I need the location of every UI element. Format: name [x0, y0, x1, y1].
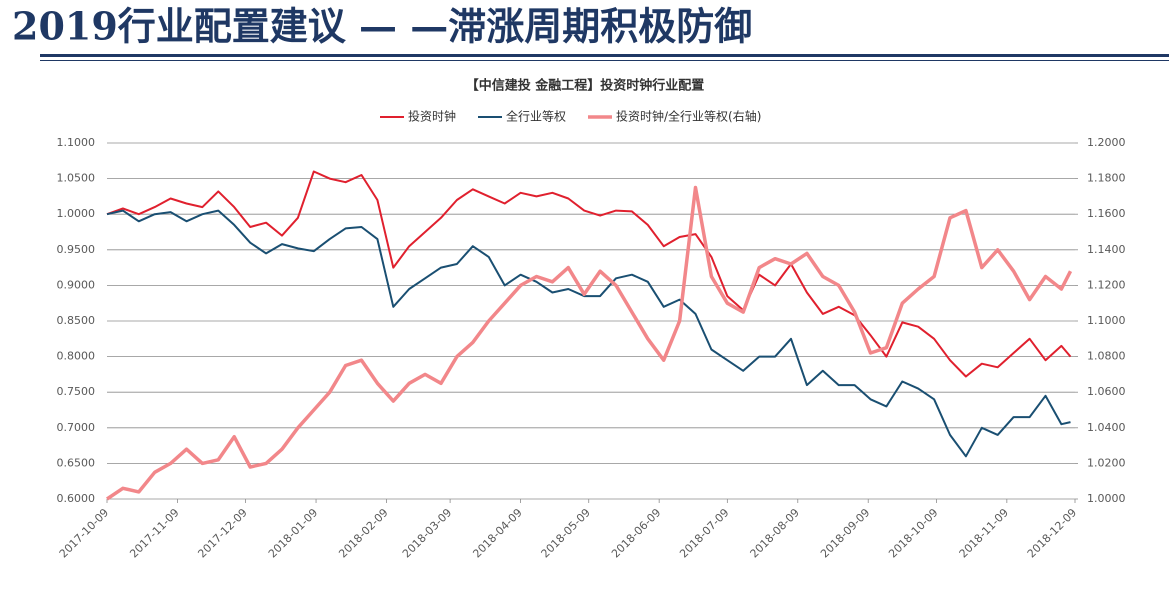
y2-tick-label: 1.0600 [1087, 385, 1126, 398]
y-tick-label: 1.0500 [57, 172, 96, 185]
x-tick-label: 2018-09-09 [818, 506, 872, 560]
y-tick-label: 0.7000 [57, 421, 96, 434]
x-tick-label: 2018-05-09 [539, 506, 593, 560]
y2-tick-label: 1.1200 [1087, 278, 1126, 291]
x-tick-label: 2018-06-09 [609, 506, 663, 560]
y-tick-label: 0.6000 [57, 492, 96, 505]
y-tick-label: 0.9000 [57, 278, 96, 291]
y2-tick-label: 1.0200 [1087, 456, 1126, 469]
series-line [106, 170, 1072, 378]
x-tick-label: 2018-01-09 [266, 506, 320, 560]
y-tick-label: 0.6500 [57, 456, 96, 469]
header-rule [40, 54, 1169, 57]
y-tick-label: 0.8500 [57, 314, 96, 327]
x-tick-label: 2017-11-09 [127, 506, 181, 560]
x-tick-label: 2018-02-09 [336, 506, 390, 560]
x-tick-label: 2017-12-09 [195, 506, 249, 560]
y-tick-label: 0.9500 [57, 243, 96, 256]
x-tick-label: 2018-08-09 [748, 506, 802, 560]
y-tick-label: 0.7500 [57, 385, 96, 398]
y2-tick-label: 1.0000 [1087, 492, 1126, 505]
y2-tick-label: 1.1000 [1087, 314, 1126, 327]
legend-label: 投资时钟/全行业等权(右轴) [616, 109, 761, 124]
slide-title: 2019行业配置建议 — —滞涨周期积极防御 [12, 4, 752, 49]
x-tick-label: 2018-12-09 [1025, 506, 1079, 560]
x-tick-label: 2018-04-09 [470, 506, 524, 560]
y-tick-label: 0.8000 [57, 350, 96, 363]
header-rule-thin [40, 60, 1169, 61]
y-tick-label: 1.0000 [57, 207, 96, 220]
y-tick-label: 1.1000 [57, 136, 96, 149]
x-tick-label: 2018-10-09 [886, 506, 940, 560]
y2-tick-label: 1.0400 [1087, 421, 1126, 434]
y2-tick-label: 1.0800 [1087, 350, 1126, 363]
x-tick-label: 2018-03-09 [400, 506, 454, 560]
x-tick-label: 2018-11-09 [957, 506, 1011, 560]
x-tick-label: 2017-10-09 [57, 506, 111, 560]
chart-title: 【中信建投 金融工程】投资时钟行业配置 [466, 78, 705, 94]
y2-tick-label: 1.1600 [1087, 207, 1126, 220]
legend-label: 投资时钟 [408, 109, 456, 124]
x-tick-label: 2018-07-09 [677, 506, 731, 560]
y2-tick-label: 1.2000 [1087, 136, 1126, 149]
series-line [106, 185, 1073, 501]
y2-tick-label: 1.1400 [1087, 243, 1126, 256]
legend-label: 全行业等权 [506, 109, 566, 124]
y2-tick-label: 1.1800 [1087, 172, 1126, 185]
series-line [106, 209, 1071, 458]
